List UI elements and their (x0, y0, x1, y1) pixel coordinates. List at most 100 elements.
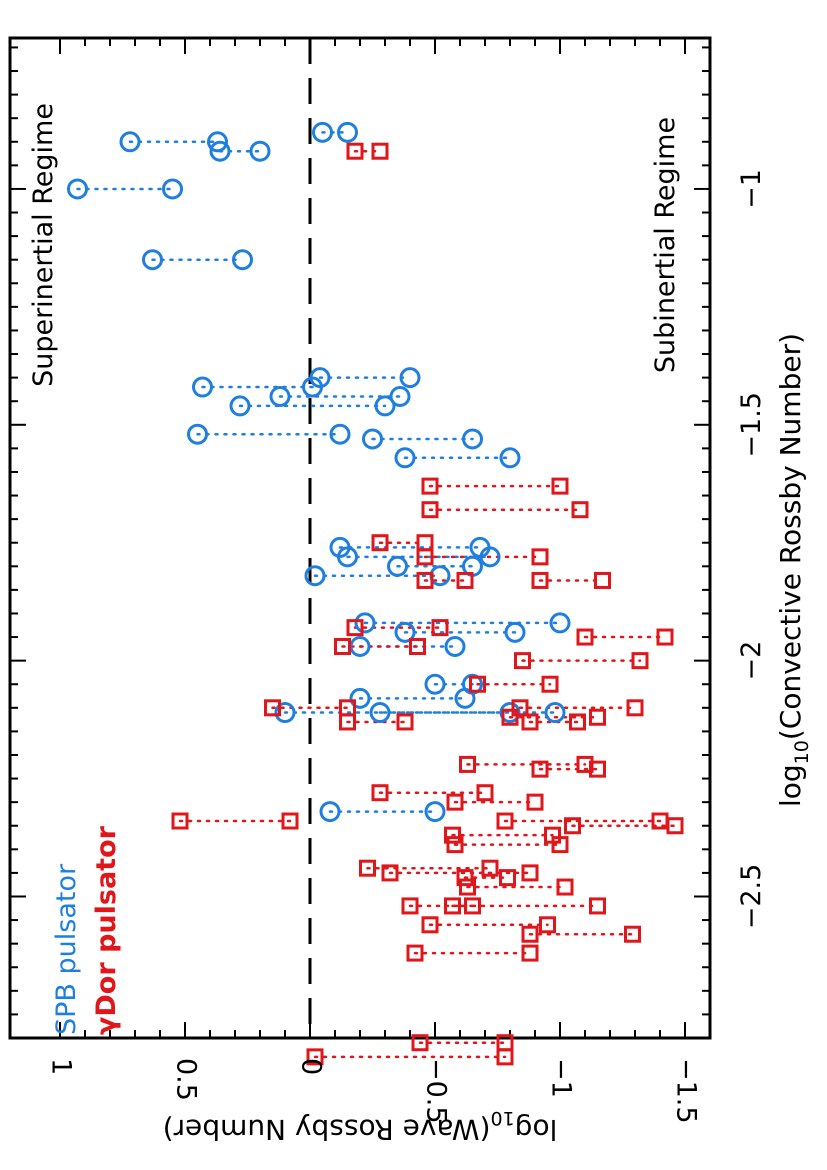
gdor-marker (521, 713, 539, 731)
spb-marker (319, 801, 341, 823)
spb-marker (394, 621, 416, 643)
spb-marker (329, 423, 351, 445)
gdor-marker (411, 1034, 429, 1052)
spb-marker (249, 140, 271, 162)
gdor-marker (551, 836, 569, 854)
spb-marker (67, 178, 88, 200)
gdor-marker (281, 812, 299, 830)
spb-marker (504, 621, 526, 643)
spb-marker (462, 428, 483, 450)
gdor-marker (521, 925, 539, 943)
gdor-marker (539, 916, 556, 934)
gdor-marker (444, 826, 461, 844)
annotation-superinertial: Superinertial Regime (28, 103, 59, 387)
spb-marker (544, 702, 566, 724)
gdor-marker (521, 864, 539, 882)
gdor-marker (339, 713, 356, 731)
gdor-marker (589, 760, 606, 778)
y-tick-label: 0.5 (171, 1058, 202, 1101)
gdor-marker (531, 760, 549, 778)
gdor-marker (444, 897, 461, 915)
y-axis-label-sub: 10 (490, 1107, 514, 1129)
gdor-marker (589, 708, 606, 726)
x-tick-label: −1 (736, 169, 767, 209)
spb-marker (207, 131, 228, 153)
x-tick-labels: −2.5 −2 −1.5 −1 (736, 169, 767, 929)
y-axis-label-base: log (515, 1113, 558, 1146)
spb-marker (479, 546, 501, 568)
gdor-marker (346, 619, 364, 637)
gdor-marker (496, 1048, 514, 1066)
spb-marker (162, 178, 183, 200)
spb-marker (142, 249, 163, 271)
spb-marker (374, 395, 396, 417)
gdor-marker (496, 812, 514, 830)
y-tick-label: 0 (296, 1058, 327, 1075)
spb-marker (192, 376, 213, 398)
x-axis-label-sub: 10 (791, 740, 813, 764)
spb-marker (499, 447, 521, 469)
gdor-marker (576, 628, 594, 646)
gdor-marker (569, 713, 586, 731)
gdor-marker (421, 501, 439, 519)
gdor-marker (359, 859, 376, 877)
gdor-marker (531, 548, 549, 566)
y-tick-labels: 1 0.5 0 −0.5 −1 −1.5 (46, 1058, 702, 1124)
gdor-marker (666, 817, 684, 835)
gdor-marker (564, 817, 581, 835)
gdor-marker (459, 755, 476, 773)
spb-marker (387, 555, 408, 577)
spb-marker (304, 565, 326, 587)
spb-marker (354, 612, 376, 634)
gdor-marker (401, 897, 419, 915)
x-tick-label: −2 (736, 641, 767, 681)
annotation-subinertial: Subinertial Regime (650, 117, 681, 373)
gdor-marker (346, 142, 364, 160)
gdor-marker (171, 812, 189, 830)
gdor-marker (371, 534, 389, 552)
x-axis-ticks (10, 46, 710, 1039)
spb-marker (499, 702, 521, 724)
legend-entry-spb: SPB pulsator (51, 863, 82, 1035)
gdor-marker (334, 637, 351, 655)
gdor-marker (371, 142, 389, 160)
x-axis-label-base: log (774, 764, 807, 807)
legend: SPB pulsator γDor pulsator (51, 825, 122, 1035)
spb-marker (424, 673, 446, 695)
x-tick-label: −1.5 (736, 392, 767, 458)
gdor-marker (464, 897, 481, 915)
gdor-marker (264, 699, 281, 717)
y-axis-label: log10(Wave Rossby Number) (163, 1107, 558, 1146)
x-tick-label: −2.5 (736, 864, 767, 930)
gdor-marker (501, 708, 519, 726)
spb-marker (444, 635, 466, 657)
gdor-marker (556, 878, 574, 896)
spb-marker (389, 385, 411, 407)
spb-marker (229, 395, 251, 417)
gdor-marker (456, 869, 474, 887)
spb-marker (349, 687, 371, 709)
spb-marker (454, 687, 476, 709)
y-tick-label: 1 (46, 1058, 77, 1075)
spb-marker (209, 140, 231, 162)
spb-marker (187, 423, 208, 445)
spb-marker (337, 546, 358, 568)
y-tick-label: −0.5 (421, 1058, 452, 1124)
y-tick-label: −1 (546, 1058, 577, 1098)
pair-connectors (76, 131, 677, 1059)
gdor-marker (406, 944, 424, 962)
gdor-marker (371, 784, 389, 802)
gdor-marker (446, 836, 464, 854)
gdor-marker (514, 652, 531, 670)
gdor-marker (459, 878, 476, 896)
spb-marker (337, 121, 358, 143)
gdor-marker (626, 699, 644, 717)
gdor-marker (631, 652, 649, 670)
data-markers (67, 121, 684, 1066)
gdor-marker (594, 571, 611, 589)
spb-marker (232, 249, 253, 271)
spb-marker (369, 702, 391, 724)
gdor-marker (409, 637, 426, 655)
y-tick-label: −1.5 (671, 1058, 702, 1124)
